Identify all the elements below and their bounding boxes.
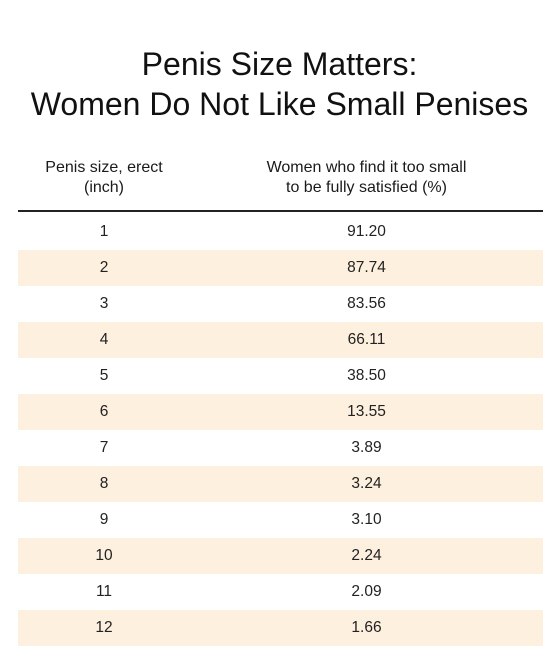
cell-percent: 83.56 [347, 295, 386, 312]
cell-percent: 38.50 [347, 367, 386, 384]
table-row: 8 3.24 [18, 466, 543, 502]
cell-size: 12 [95, 619, 113, 636]
table-row: 7 3.89 [18, 430, 543, 466]
cell-percent: 1.66 [351, 619, 382, 636]
column-header-size: Penis size, erect (inch) [18, 154, 190, 198]
cell-percent: 91.20 [347, 223, 386, 240]
column-header-size-line-2: (inch) [83, 179, 124, 196]
cell-percent: 3.24 [351, 475, 382, 492]
table-header: Penis size, erect (inch) Women who find … [18, 154, 543, 212]
cell-size: 9 [99, 511, 109, 528]
column-header-percent-line-2: to be fully satisfied (%) [286, 179, 447, 196]
title-line-1: Penis Size Matters: [141, 46, 418, 82]
cell-percent: 66.11 [347, 331, 386, 348]
cell-size: 7 [99, 439, 109, 456]
cell-size: 3 [99, 295, 109, 312]
cell-percent: 3.10 [351, 511, 382, 528]
column-header-percent: Women who find it too small to be fully … [190, 154, 543, 198]
cell-size: 10 [95, 547, 113, 564]
table-row: 10 2.24 [18, 538, 543, 574]
table-row: 3 83.56 [18, 286, 543, 322]
column-header-size-line-1: Penis size, erect [45, 159, 163, 176]
table-row: 1 91.20 [18, 214, 543, 250]
cell-size: 6 [99, 403, 109, 420]
table-row: 2 87.74 [18, 250, 543, 286]
cell-size: 11 [95, 583, 113, 600]
table-row: 6 13.55 [18, 394, 543, 430]
table-row: 12 1.66 [18, 610, 543, 646]
column-header-percent-line-1: Women who find it too small [266, 159, 467, 176]
table-row: 9 3.10 [18, 502, 543, 538]
cell-size: 5 [99, 367, 109, 384]
cell-percent: 2.09 [351, 583, 382, 600]
table-row: 5 38.50 [18, 358, 543, 394]
title-line-2: Women Do Not Like Small Penises [30, 86, 529, 122]
cell-percent: 13.55 [347, 403, 386, 420]
data-table: Penis size, erect (inch) Women who find … [18, 154, 543, 646]
cell-size: 4 [99, 331, 109, 348]
cell-percent: 87.74 [347, 259, 386, 276]
cell-size: 2 [99, 259, 109, 276]
table-row: 11 2.09 [18, 574, 543, 610]
cell-percent: 3.89 [351, 439, 382, 456]
cell-size: 8 [99, 475, 109, 492]
cell-size: 1 [99, 223, 109, 240]
cell-percent: 2.24 [351, 547, 382, 564]
table-row: 4 66.11 [18, 322, 543, 358]
page-title: Penis Size Matters: Women Do Not Like Sm… [0, 44, 559, 124]
table-body: 1 91.20 2 87.74 3 83.56 4 66.11 5 38.50 6 13.55 7 3.8… [18, 214, 543, 646]
